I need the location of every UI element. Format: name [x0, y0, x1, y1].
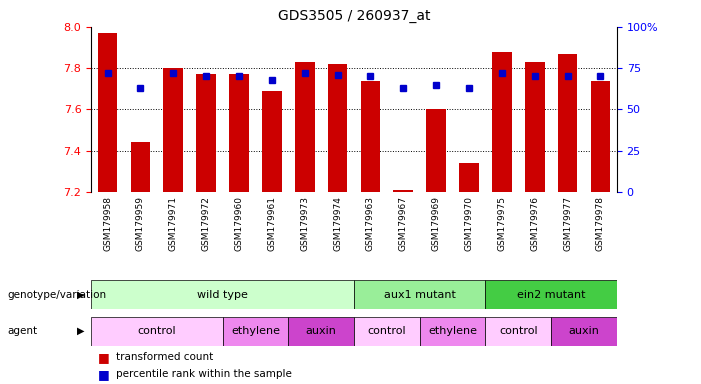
Text: ■: ■	[98, 368, 110, 381]
Text: ethylene: ethylene	[428, 326, 477, 336]
Bar	[485, 317, 551, 346]
Text: ein2 mutant: ein2 mutant	[517, 290, 585, 300]
Bar	[360, 81, 381, 192]
Bar	[196, 74, 216, 192]
Text: percentile rank within the sample: percentile rank within the sample	[116, 369, 292, 379]
Bar	[91, 317, 223, 346]
Text: GSM179967: GSM179967	[399, 196, 408, 251]
Text: GSM179978: GSM179978	[596, 196, 605, 251]
Text: GSM179973: GSM179973	[300, 196, 309, 251]
Text: GSM179974: GSM179974	[333, 196, 342, 251]
Bar	[551, 317, 617, 346]
Text: GSM179959: GSM179959	[136, 196, 145, 251]
Bar	[328, 64, 348, 192]
Text: GSM179971: GSM179971	[169, 196, 178, 251]
Bar	[288, 317, 354, 346]
Text: ▶: ▶	[76, 290, 84, 300]
Bar	[354, 317, 420, 346]
Bar	[393, 190, 413, 192]
Text: GSM179958: GSM179958	[103, 196, 112, 251]
Text: control: control	[137, 326, 176, 336]
Text: GSM179976: GSM179976	[530, 196, 539, 251]
Bar	[426, 109, 446, 192]
Bar	[91, 280, 354, 309]
Text: aux1 mutant: aux1 mutant	[383, 290, 456, 300]
Text: genotype/variation: genotype/variation	[7, 290, 106, 300]
Text: ■: ■	[98, 351, 110, 364]
Text: GSM179969: GSM179969	[432, 196, 441, 251]
Bar	[295, 62, 315, 192]
Bar	[525, 62, 545, 192]
Text: GSM179977: GSM179977	[563, 196, 572, 251]
Text: auxin: auxin	[306, 326, 336, 336]
Text: control: control	[367, 326, 406, 336]
Text: ▶: ▶	[76, 326, 84, 336]
Text: wild type: wild type	[197, 290, 248, 300]
Text: control: control	[499, 326, 538, 336]
Text: GSM179975: GSM179975	[498, 196, 506, 251]
Text: agent: agent	[7, 326, 37, 336]
Bar	[492, 52, 512, 192]
Bar	[97, 33, 118, 192]
Text: transformed count: transformed count	[116, 352, 213, 362]
Text: auxin: auxin	[569, 326, 599, 336]
Bar	[130, 142, 150, 192]
Bar	[459, 163, 479, 192]
Text: ethylene: ethylene	[231, 326, 280, 336]
Text: GSM179972: GSM179972	[202, 196, 210, 251]
Text: GSM179961: GSM179961	[267, 196, 276, 251]
Bar	[420, 317, 485, 346]
Text: GSM179963: GSM179963	[366, 196, 375, 251]
Bar	[163, 68, 183, 192]
Bar	[485, 280, 617, 309]
Bar	[262, 91, 282, 192]
Bar	[590, 81, 611, 192]
Title: GDS3505 / 260937_at: GDS3505 / 260937_at	[278, 9, 430, 23]
Bar	[558, 54, 578, 192]
Bar	[354, 280, 485, 309]
Text: GSM179970: GSM179970	[465, 196, 473, 251]
Bar	[229, 74, 249, 192]
Bar	[223, 317, 288, 346]
Text: GSM179960: GSM179960	[235, 196, 243, 251]
